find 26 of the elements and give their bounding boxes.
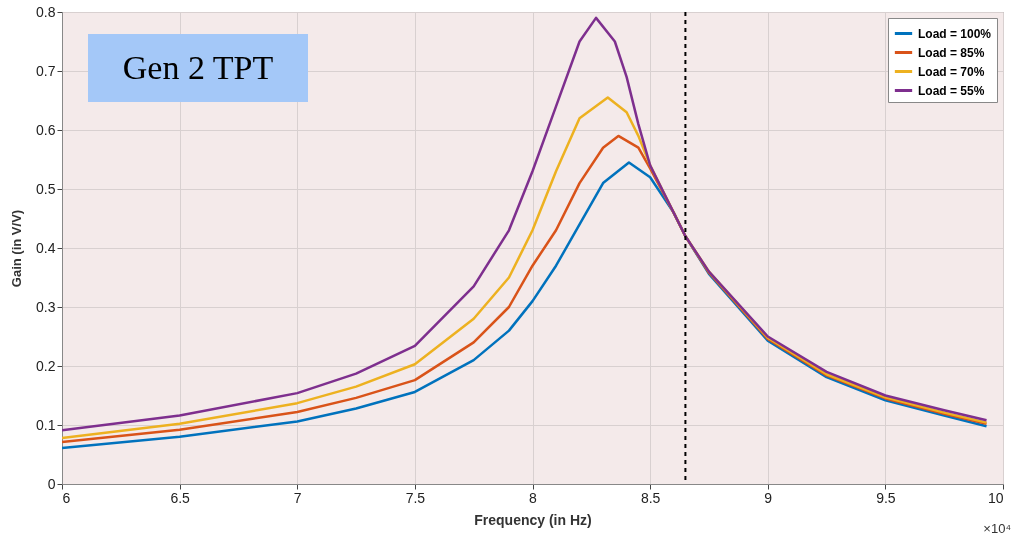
x-axis-title: Frequency (in Hz) [474,511,592,528]
x-tick-label: 8.5 [640,489,661,506]
text: ×10⁴ [983,521,1011,536]
y-tick-label: 0.4 [36,239,56,256]
x-tick-label: 10 [987,489,1004,506]
y-tick-label: 0.6 [36,121,56,138]
legend-label: Load = 100% [918,26,992,41]
x-tick-label: 9 [764,489,773,506]
x-tick-label: 7.5 [405,489,426,506]
y-tick-label: 0.1 [36,416,56,433]
annotation: Gen 2 TPT [88,34,308,102]
legend-label: Load = 70% [918,64,985,79]
y-tick-label: 0.2 [36,357,56,374]
y-tick-label: 0.8 [36,3,56,20]
x-tick-label: 9.5 [876,489,896,506]
y-axis-title: Gain (in V/V) [9,209,25,288]
x-tick-label: 6.5 [170,489,191,506]
legend-label: Load = 85% [918,45,985,60]
x-tick-label: 8 [529,489,538,506]
legend-label: Load = 55% [918,83,985,98]
x-tick-label: 7 [293,489,302,506]
y-tick-label: 0.7 [36,62,56,79]
y-tick-label: 0 [47,475,56,492]
x-tick-label: 6 [62,489,71,506]
y-tick-label: 0.5 [36,180,56,197]
y-tick-label: 0.3 [36,298,56,315]
